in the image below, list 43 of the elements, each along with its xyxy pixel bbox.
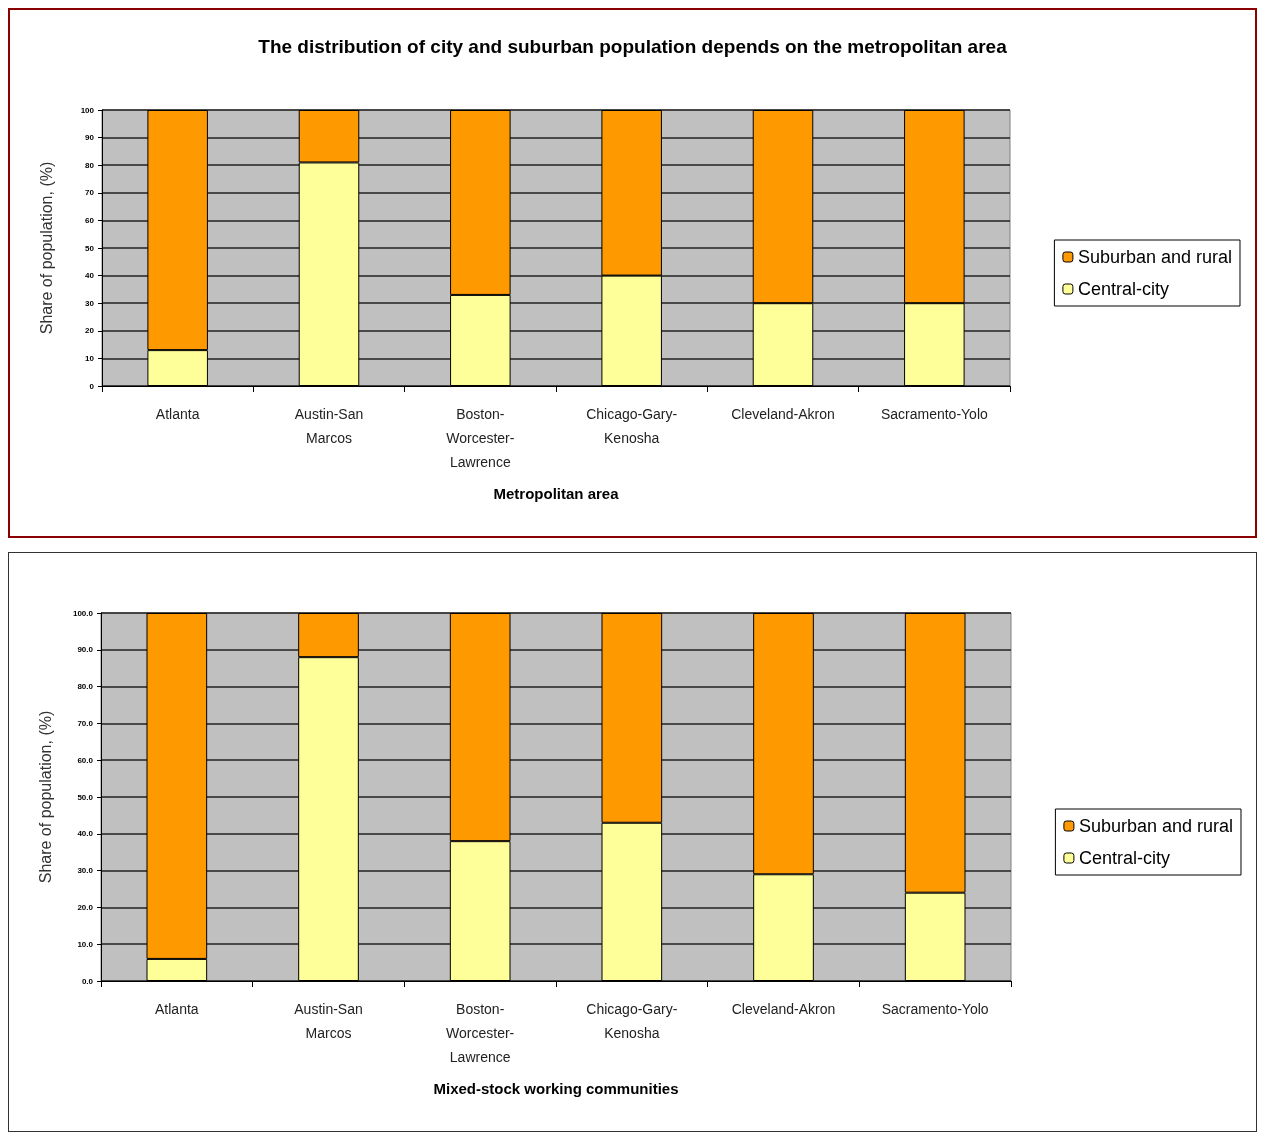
y-tick-label: 70.0: [77, 718, 94, 728]
y-tick-label: 40.0: [77, 829, 94, 839]
x-tick-label: Sacramento-Yolo: [881, 1001, 989, 1017]
x-tick-label: Boston-Worcester-Lawrence: [446, 406, 515, 470]
y-tick-label: 80: [85, 160, 95, 170]
legend-label: Central-city: [1077, 279, 1169, 299]
y-tick-label: 60: [85, 215, 95, 225]
x-tick-label: Austin-San Marcos: [294, 1001, 363, 1041]
x-tick-label: Cleveland-Akron: [731, 1001, 836, 1017]
x-axis-title: Metropolitan area: [493, 485, 620, 502]
y-tick-label: 30.0: [77, 866, 94, 876]
y-tick-label: 100: [80, 105, 95, 115]
legend-label: Central-city: [1078, 848, 1170, 868]
y-axis-title: Share of population, (%): [36, 710, 54, 884]
x-tick-label: Sacramento-Yolo: [880, 406, 988, 422]
y-tick-label: 0: [89, 381, 95, 391]
y-tick-label: 30: [85, 298, 95, 308]
y-tick-label: 10: [85, 353, 95, 363]
y-tick-label: 10.0: [77, 939, 94, 949]
x-tick-label: Atlanta: [155, 1001, 199, 1017]
x-axis-title: Mixed-stock working communities: [433, 1080, 679, 1097]
y-axis-title: Share of population, (%): [37, 161, 55, 335]
legend-label: Suburban and rural: [1077, 247, 1232, 267]
y-tick-label: 50: [85, 243, 95, 253]
y-tick-label: 20.0: [77, 902, 94, 912]
x-tick-label: Atlanta: [155, 406, 200, 422]
x-tick-label: Boston-Worcester-Lawrence: [446, 1001, 515, 1065]
legend-label: Suburban and rural: [1078, 816, 1233, 836]
y-tick-label: 70: [85, 188, 95, 198]
y-tick-label: 90: [85, 133, 95, 143]
x-tick-label: Chicago-Gary-Kenosha: [586, 1001, 678, 1041]
x-tick-label: Cleveland-Akron: [731, 406, 835, 422]
chart-title: The distribution of city and suburban population depends on the metropolitan area: [258, 36, 1008, 57]
x-tick-label: Austin-San Marcos: [294, 406, 364, 446]
x-tick-label: Chicago-Gary-Kenosha: [586, 406, 678, 446]
y-tick-label: 40: [85, 271, 95, 281]
y-tick-label: 20: [85, 326, 95, 336]
y-tick-label: 60.0: [77, 755, 94, 765]
y-tick-label: 80.0: [77, 682, 94, 692]
y-tick-label: 0.0: [81, 976, 94, 986]
y-tick-label: 100.0: [72, 608, 94, 618]
y-tick-label: 50.0: [77, 792, 94, 802]
y-tick-label: 90.0: [77, 645, 94, 655]
